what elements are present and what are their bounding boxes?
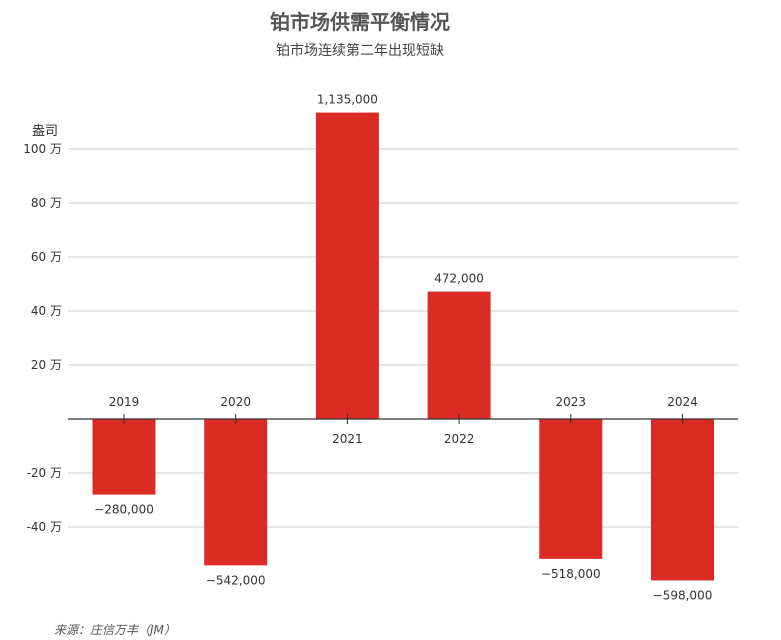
y-tick-labels: 100 万 80 万 60 万 40 万 20 万 -20 万 -40 万 — [23, 142, 62, 534]
x-category-label: 2019 — [109, 395, 140, 409]
bar — [651, 419, 714, 581]
data-label: 1,135,000 — [317, 93, 378, 107]
data-label: −542,000 — [206, 573, 266, 587]
source-note: 来源：庄信万丰（JM） — [54, 623, 176, 637]
y-tick-label: 60 万 — [31, 250, 62, 264]
x-category-label: 2024 — [667, 395, 698, 409]
bar — [315, 112, 379, 420]
y-axis-label: 盎司 — [32, 124, 58, 139]
x-category-label: 2020 — [220, 395, 251, 409]
y-tick-label: -40 万 — [27, 520, 62, 534]
y-tick-label: -20 万 — [27, 466, 62, 480]
bar — [204, 419, 268, 566]
data-label: −598,000 — [653, 588, 713, 602]
y-tick-label: 20 万 — [31, 358, 62, 372]
data-label: −280,000 — [94, 503, 154, 517]
x-category-label: 2021 — [332, 432, 363, 446]
data-label: 472,000 — [434, 272, 484, 286]
y-tick-label: 40 万 — [31, 304, 62, 318]
x-category-labels: 2019 2020 2021 2022 2023 2024 — [109, 395, 698, 446]
data-label: −518,000 — [541, 567, 601, 581]
bars — [92, 112, 714, 581]
x-axis-ticks — [123, 414, 683, 424]
data-labels: −280,000 −542,000 1,135,000 472,000 −518,000… — [94, 93, 712, 603]
x-category-label: 2022 — [444, 432, 475, 446]
chart-subtitle: 铂市场连续第二年出现短缺 — [276, 43, 444, 59]
y-tick-label: 100 万 — [23, 142, 62, 156]
gridlines — [68, 148, 738, 528]
bar — [427, 291, 491, 419]
x-category-label: 2023 — [556, 395, 587, 409]
bar — [539, 419, 603, 559]
bar — [92, 419, 156, 495]
chart-title: 铂市场供需平衡情况 — [270, 10, 450, 34]
y-tick-label: 80 万 — [31, 196, 62, 210]
